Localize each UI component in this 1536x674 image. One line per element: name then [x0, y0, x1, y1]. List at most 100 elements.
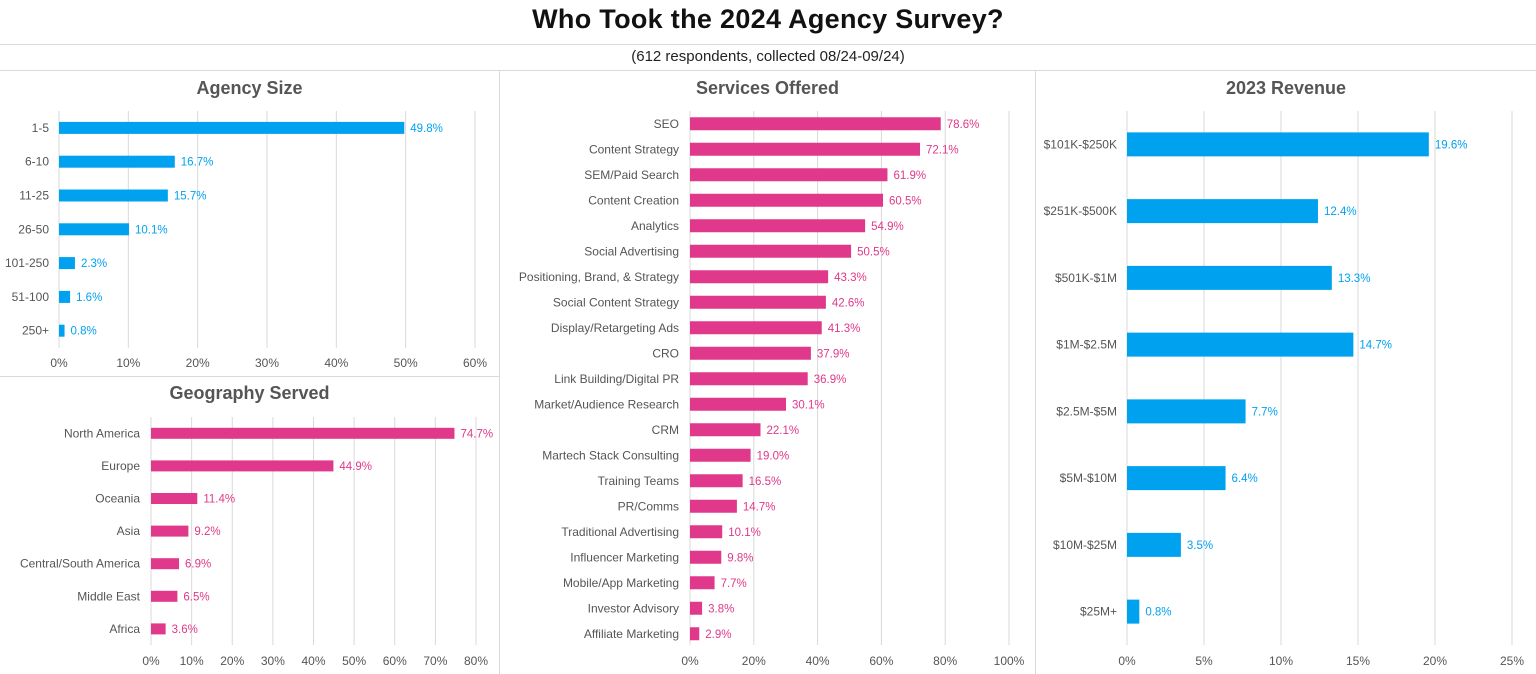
- services-offered-category-label: Content Strategy: [589, 142, 679, 156]
- revenue-2023-tick-label: 20%: [1423, 654, 1447, 668]
- services-offered-data-label: 42.6%: [832, 297, 865, 309]
- revenue-2023-data-label: 14.7%: [1359, 340, 1392, 352]
- geography-served-data-label: 9.2%: [194, 526, 220, 538]
- services-offered-bar: [690, 423, 761, 437]
- services-offered-data-label: 10.1%: [728, 527, 761, 539]
- geography-served-data-label: 6.5%: [183, 591, 209, 603]
- geography-served-tick-label: 70%: [423, 654, 447, 668]
- title-divider: [0, 44, 1536, 45]
- services-offered-data-label: 54.9%: [871, 221, 904, 233]
- services-offered-category-label: Martech Stack Consulting: [542, 448, 679, 462]
- services-offered-data-label: 78.6%: [947, 119, 980, 131]
- agency-size-tick-label: 10%: [116, 356, 140, 370]
- services-offered-category-label: Link Building/Digital PR: [554, 372, 679, 386]
- agency-size-bar: [59, 324, 65, 337]
- agency-size-tick-label: 40%: [324, 356, 348, 370]
- services-offered-data-label: 36.9%: [814, 374, 847, 386]
- services-offered-bar: [690, 168, 888, 182]
- services-offered-tick-label: 20%: [742, 654, 766, 668]
- agency-size-data-label: 10.1%: [135, 224, 168, 236]
- services-offered-category-label: Affiliate Marketing: [584, 627, 679, 641]
- services-offered-data-label: 37.9%: [817, 348, 850, 360]
- geography-served-bar: [151, 623, 166, 635]
- services-offered-category-label: Training Teams: [598, 474, 679, 488]
- revenue-2023-bar: [1127, 599, 1140, 624]
- agency-size-tick-label: 20%: [186, 356, 210, 370]
- agency-size-category-label: 101-250: [5, 256, 49, 270]
- agency-size-category-label: 1-5: [32, 121, 50, 135]
- agency-size-bar: [59, 121, 405, 134]
- geography-served-tick-label: 30%: [261, 654, 285, 668]
- geography-served-category-label: Middle East: [77, 589, 140, 603]
- revenue-2023-bar: [1127, 532, 1181, 557]
- geography-served-tick-label: 20%: [220, 654, 244, 668]
- services-offered-bar: [690, 397, 787, 411]
- services-offered-category-label: PR/Comms: [618, 499, 679, 513]
- services-offered-data-label: 9.8%: [727, 552, 753, 564]
- agency-size-tick-label: 0%: [50, 356, 68, 370]
- services-offered-bar: [690, 499, 737, 513]
- revenue-2023-data-label: 19.6%: [1435, 139, 1468, 151]
- revenue-2023-data-label: 6.4%: [1232, 473, 1258, 485]
- services-offered-data-label: 60.5%: [889, 195, 922, 207]
- services-offered-data-label: 43.3%: [834, 272, 867, 284]
- revenue-2023-tick-label: 15%: [1346, 654, 1370, 668]
- revenue-2023-data-label: 7.7%: [1252, 406, 1278, 418]
- geography-served-tick-label: 50%: [342, 654, 366, 668]
- geography-served-data-label: 44.9%: [339, 461, 372, 473]
- geography-served-category-label: Asia: [117, 524, 141, 538]
- geography-served-bar: [151, 525, 189, 537]
- services-offered-data-label: 72.1%: [926, 144, 959, 156]
- geography-served-category-label: Central/South America: [20, 557, 140, 571]
- geography-served-bar: [151, 460, 334, 472]
- agency-size-tick-label: 60%: [463, 356, 487, 370]
- services-offered-tick-label: 40%: [806, 654, 830, 668]
- agency-size-category-label: 250+: [22, 324, 49, 338]
- revenue-2023-category-label: $25M+: [1080, 605, 1117, 619]
- revenue-2023-bar: [1127, 332, 1354, 357]
- services-offered-bar: [690, 448, 751, 462]
- services-offered-bar: [690, 346, 811, 360]
- services-offered-bar: [690, 627, 700, 641]
- services-offered-data-label: 7.7%: [721, 578, 747, 590]
- revenue-2023-data-label: 3.5%: [1187, 540, 1213, 552]
- geography-served-category-label: Europe: [101, 459, 140, 473]
- services-offered-category-label: SEM/Paid Search: [584, 168, 679, 182]
- revenue-2023-data-label: 12.4%: [1324, 206, 1357, 218]
- geography-served-data-label: 74.7%: [460, 428, 493, 440]
- services-offered-data-label: 19.0%: [757, 450, 790, 462]
- services-offered-bar: [690, 321, 822, 335]
- geography-served-tick-label: 80%: [464, 654, 488, 668]
- services-offered-bar: [690, 193, 883, 207]
- services-offered-category-label: Investor Advisory: [588, 601, 679, 615]
- services-offered-category-label: Display/Retargeting Ads: [551, 321, 679, 335]
- services-offered-data-label: 61.9%: [893, 170, 926, 182]
- agency-size-bar: [59, 223, 130, 236]
- services-offered-tick-label: 0%: [681, 654, 699, 668]
- revenue-2023-bar: [1127, 132, 1429, 157]
- page-subtitle: (612 respondents, collected 08/24-09/24): [631, 48, 905, 65]
- revenue-2023-title: 2023 Revenue: [1225, 78, 1347, 98]
- services-offered-category-label: Mobile/App Marketing: [563, 576, 679, 590]
- agency-size-category-label: 26-50: [18, 222, 49, 236]
- geography-served-tick-label: 0%: [142, 654, 160, 668]
- agency-size-data-label: 16.7%: [181, 157, 214, 169]
- geography-served-data-label: 3.6%: [172, 624, 198, 636]
- page-title: Who Took the 2024 Agency Survey?: [532, 4, 1004, 34]
- services-offered-category-label: Influencer Marketing: [570, 550, 679, 564]
- services-offered-category-label: Positioning, Brand, & Strategy: [519, 270, 679, 284]
- agency-size-category-label: 51-100: [12, 290, 50, 304]
- services-offered-category-label: CRM: [652, 423, 679, 437]
- revenue-2023-category-label: $2.5M-$5M: [1056, 404, 1117, 418]
- services-offered-tick-label: 60%: [869, 654, 893, 668]
- services-offered-category-label: Analytics: [631, 219, 679, 233]
- geography-served-bar: [151, 493, 198, 504]
- agency-size-data-label: 0.8%: [71, 326, 97, 338]
- services-offered-category-label: CRO: [652, 346, 679, 360]
- services-offered-category-label: Traditional Advertising: [561, 525, 679, 539]
- services-offered-data-label: 3.8%: [708, 603, 734, 615]
- revenue-2023-bar: [1127, 399, 1246, 424]
- services-offered-tick-label: 80%: [933, 654, 957, 668]
- services-offered-data-label: 2.9%: [705, 629, 731, 641]
- services-offered-bar: [690, 372, 808, 386]
